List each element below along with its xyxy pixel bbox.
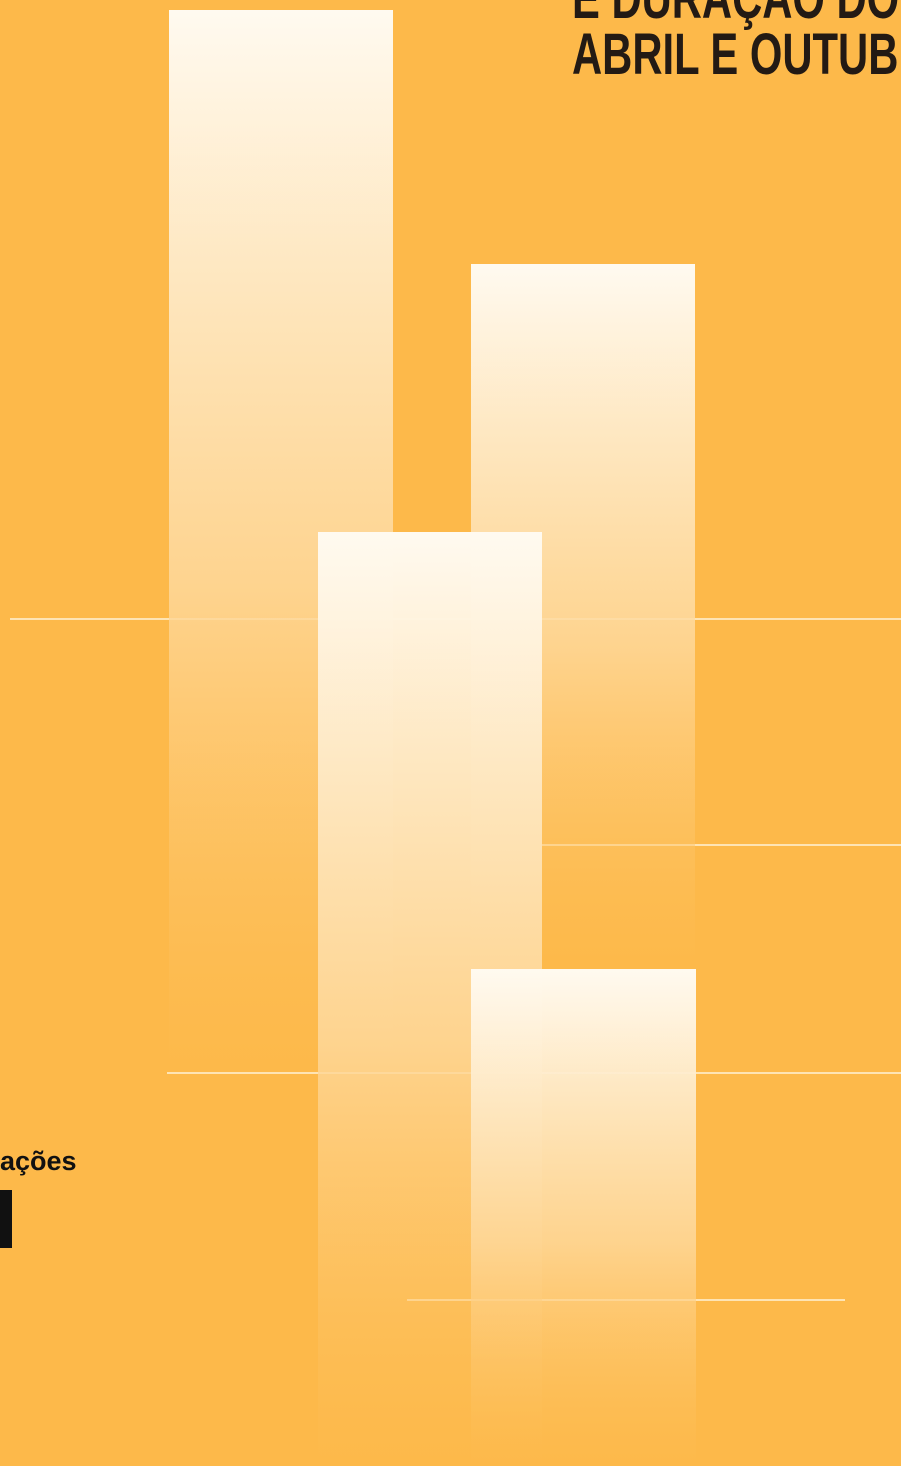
title-line: ABRIL E OUTUB [572,22,899,87]
block [0,1190,12,1248]
deco-bar [471,969,696,1466]
label: ações [0,1146,77,1176]
title-line: E DURAÇÃO DO [572,0,899,28]
